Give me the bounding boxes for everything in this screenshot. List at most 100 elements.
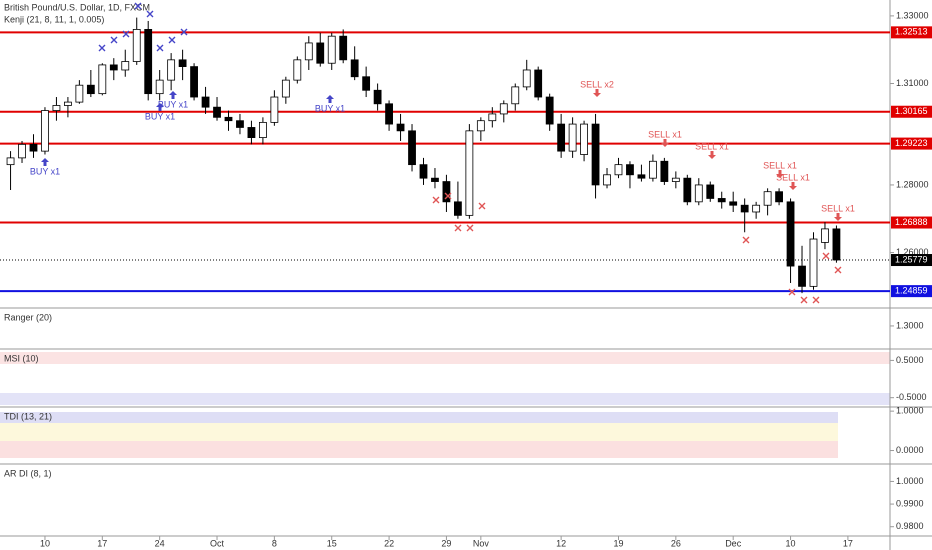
panel-title: Ranger (20) (4, 312, 52, 322)
level-label: 1.29223 (895, 138, 928, 148)
candle-body (809, 238, 818, 287)
candle-body (52, 105, 61, 111)
candle-body (786, 201, 795, 267)
level-label: 1.26888 (895, 217, 928, 227)
cross-marker (834, 266, 842, 274)
signal-arrow (593, 89, 601, 97)
level-label: 1.24859 (895, 286, 928, 296)
candle-body (534, 69, 543, 98)
msi-band (0, 393, 890, 405)
indicator-label: Kenji (21, 8, 11, 1, 0.005) (4, 14, 104, 24)
candle-body (373, 89, 382, 105)
candle-body (75, 84, 84, 103)
cross-marker (122, 30, 130, 38)
candle-body (580, 123, 588, 155)
candle-body (694, 184, 703, 203)
signal-arrow (326, 95, 334, 103)
candle-body (603, 174, 611, 186)
candle-body (304, 42, 313, 61)
candle-body (660, 160, 669, 182)
signal-label: SELL x2 (580, 79, 614, 89)
candle-body (545, 96, 554, 125)
x-tick-label: 26 (671, 538, 681, 548)
cross-marker (98, 44, 106, 52)
candle-body (557, 123, 566, 152)
signal-label: SELL x1 (648, 129, 682, 139)
panel-tick-label: 0.9900 (896, 498, 924, 508)
candle-body (454, 201, 462, 216)
candle-body (649, 160, 657, 179)
candle-body (247, 127, 256, 139)
candle-body (178, 59, 187, 68)
cross-marker (454, 224, 462, 232)
candle-body (316, 42, 325, 64)
candle-body (706, 184, 715, 199)
level-label-box (891, 216, 932, 229)
signal-arrow (156, 103, 164, 111)
candle-body (132, 29, 141, 62)
candle-body (522, 69, 531, 88)
candle-body (155, 79, 164, 95)
cross-marker (466, 224, 474, 232)
candle-body (740, 204, 749, 213)
panel-tick-label: 0.9800 (896, 521, 924, 531)
cross-marker (444, 192, 452, 200)
cross-marker (168, 36, 176, 44)
signal-arrow (776, 170, 784, 178)
signal-label: SELL x1 (695, 141, 729, 151)
candle-body (121, 61, 130, 71)
candle-body (821, 228, 829, 243)
x-tick-label: 29 (441, 538, 451, 548)
y-tick-label: 1.31000 (896, 78, 929, 88)
signal-arrow (661, 139, 669, 147)
x-tick-label: 15 (327, 538, 337, 548)
candle-body (293, 59, 302, 81)
y-tick-label: 1.33000 (896, 10, 929, 20)
x-tick-label: Oct (210, 538, 225, 548)
candle-body (683, 177, 692, 203)
candle-body (465, 130, 474, 216)
candle-body (442, 181, 451, 203)
candle-body (339, 35, 348, 61)
candle-body (18, 143, 26, 159)
candle-body (775, 191, 783, 203)
candle-body (270, 96, 279, 123)
candle-body (729, 201, 738, 206)
candle-body (637, 174, 646, 179)
candle-body (431, 177, 439, 182)
candle-body (717, 198, 726, 203)
cross-marker (812, 296, 820, 304)
cross-marker (822, 252, 830, 260)
candle-body (201, 96, 210, 108)
signal-label: SELL x1 (776, 172, 810, 182)
panel-tick-label: 0.5000 (896, 355, 924, 365)
panel-title: MSI (10) (4, 353, 39, 363)
tdi-band (0, 441, 838, 458)
candle-body (41, 110, 49, 152)
candle-body (362, 76, 371, 91)
candle-body (476, 120, 485, 132)
signal-label: BUY x1 (315, 103, 345, 113)
candle-body (86, 84, 95, 95)
candle-body (488, 113, 497, 122)
x-tick-label: 12 (556, 538, 566, 548)
candle-body (832, 228, 841, 261)
cross-marker (432, 196, 440, 204)
candle-body (499, 103, 508, 115)
candle-body (259, 121, 267, 139)
candle-body (98, 64, 107, 95)
candle-body (236, 120, 244, 128)
cross-marker (478, 202, 486, 210)
panel-tick-label: 1.0000 (896, 406, 924, 416)
candle-body (752, 204, 761, 213)
level-label-box (891, 105, 932, 118)
cross-marker (156, 44, 164, 52)
last-price-label: 1.25779 (895, 254, 928, 264)
last-price-box (891, 254, 932, 267)
candle-body (64, 101, 72, 106)
level-label-box (891, 26, 932, 39)
x-tick-label: 17 (97, 538, 107, 548)
candle-body (350, 59, 359, 78)
level-label: 1.32513 (895, 27, 928, 37)
